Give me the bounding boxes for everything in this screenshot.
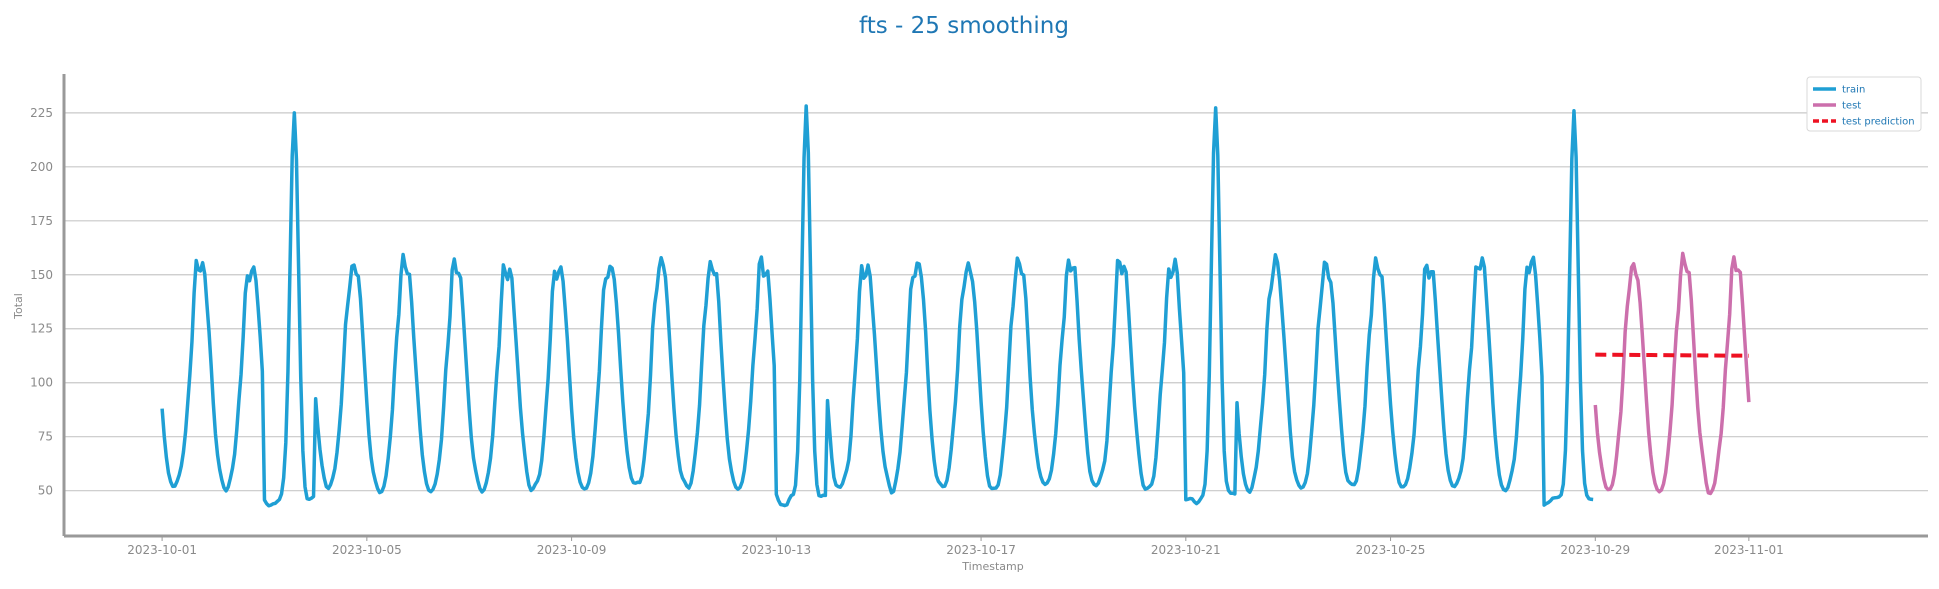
x-tick-label: 2023-10-05	[332, 543, 402, 557]
y-tick-label: 225	[30, 106, 53, 120]
x-tick-label: 2023-10-25	[1356, 543, 1426, 557]
x-tick-label: 2023-10-17	[946, 543, 1016, 557]
legend-label: test	[1842, 101, 1861, 112]
y-axis-label: Total	[12, 293, 25, 320]
chart-title: fts - 25 smoothing	[859, 13, 1069, 39]
x-tick-label: 2023-11-01	[1714, 543, 1784, 557]
x-tick-label: 2023-10-09	[537, 543, 607, 557]
x-tick-label: 2023-10-13	[741, 543, 811, 557]
y-tick-label: 150	[30, 268, 53, 282]
legend: train test test prediction	[1806, 76, 1922, 132]
y-tick-label: 125	[30, 322, 53, 336]
y-tick-label: 175	[30, 214, 53, 228]
axes	[62, 74, 1928, 538]
y-axis-ticks: 50 75 100 125 150 175 200 225	[30, 106, 53, 498]
series-line-test	[1593, 251, 1751, 496]
x-tick-label: 2023-10-29	[1560, 543, 1630, 557]
x-tick-label: 2023-10-01	[127, 543, 197, 557]
y-tick-label: 200	[30, 160, 53, 174]
legend-label: train	[1842, 85, 1865, 96]
series-group	[160, 104, 1751, 508]
y-tick-label: 50	[38, 484, 53, 498]
series-line-test-prediction	[1595, 352, 1749, 358]
y-tick-label: 100	[30, 376, 53, 390]
x-axis-ticks: 2023-10-01 2023-10-05 2023-10-09 2023-10-13…	[127, 536, 1784, 557]
series-line-train	[160, 104, 1594, 508]
gridlines	[64, 112, 1928, 492]
legend-label: test prediction	[1842, 117, 1915, 128]
x-axis-label: Timestamp	[961, 560, 1023, 573]
x-tick-label: 2023-10-21	[1151, 543, 1221, 557]
y-tick-label: 75	[38, 430, 53, 444]
